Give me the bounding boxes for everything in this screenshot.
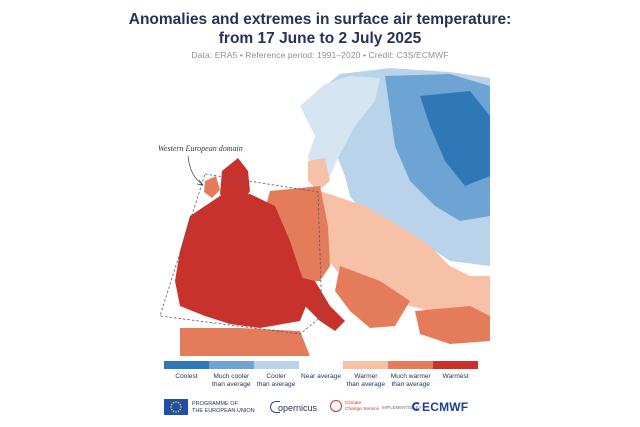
c3s-logo-text: Climate Change Service <box>345 401 380 412</box>
western-european-domain-outline <box>159 173 323 335</box>
legend-swatch-much-warmer <box>388 361 434 369</box>
copernicus-c-icon <box>270 401 280 413</box>
uk-warmest <box>220 158 250 206</box>
eu-flag-icon <box>164 399 188 415</box>
legend-label-coolest: Coolest <box>175 373 198 380</box>
western-european-domain-label: Western European domain <box>158 144 243 153</box>
legend-label-much-warmer: Much warmer than average <box>390 373 431 388</box>
legend-swatch-coolest <box>164 361 209 369</box>
legend-swatch-cooler <box>253 361 299 369</box>
iberia-france-warmest <box>175 194 310 328</box>
eu-programme-text: PROGRAMME OF THE EUROPEAN UNION <box>192 401 255 414</box>
footer-logos: PROGRAMME OF THE EUROPEAN UNION opernicu… <box>160 396 490 420</box>
annotation-arrow <box>187 155 203 185</box>
legend-swatch-warmest <box>433 361 479 369</box>
legend-label-cooler: Cooler than average <box>256 373 296 388</box>
north-africa-much-warmer <box>180 328 310 356</box>
legend-swatch-much-cooler <box>208 361 254 369</box>
c3s-logo-icon <box>330 400 342 412</box>
legend-color-bar <box>164 361 479 369</box>
turkey-warmer <box>415 306 490 344</box>
legend-swatch-near-average <box>298 361 344 369</box>
ecmwf-logo-icon <box>412 402 421 411</box>
balkans-much-warmer <box>335 266 410 328</box>
copernicus-logo: opernicus <box>270 401 317 413</box>
legend-label-warmer: Warmer than average <box>346 373 386 388</box>
page-title-line-2: from 17 June to 2 July 2025 <box>218 30 422 47</box>
implemented-by-text: IMPLEMENTED BY <box>382 405 422 410</box>
legend-swatch-warmer <box>343 361 389 369</box>
coolest-region <box>420 91 490 186</box>
scandinavia <box>300 76 380 186</box>
legend-label-near-average: Near average <box>301 373 341 380</box>
legend-labels: Coolest Much cooler than average Cooler th… <box>164 373 478 389</box>
legend-label-warmest: Warmest <box>442 373 469 380</box>
legend: Coolest Much cooler than average Cooler th… <box>164 361 479 389</box>
page-title-line-1: Anomalies and extremes in surface air te… <box>128 11 512 28</box>
map-svg <box>150 66 490 356</box>
scandinavia-south-warm <box>308 158 330 191</box>
italy-warmest <box>295 276 345 331</box>
data-credit-subtitle: Data: ERA5 • Reference period: 1991–2020… <box>191 50 449 60</box>
legend-label-much-cooler: Much cooler than average <box>212 373 251 388</box>
ireland-much-warmer <box>204 176 220 198</box>
europe-temperature-anomaly-map <box>150 66 490 356</box>
ecmwf-logo-text: ECMWF <box>422 400 469 414</box>
